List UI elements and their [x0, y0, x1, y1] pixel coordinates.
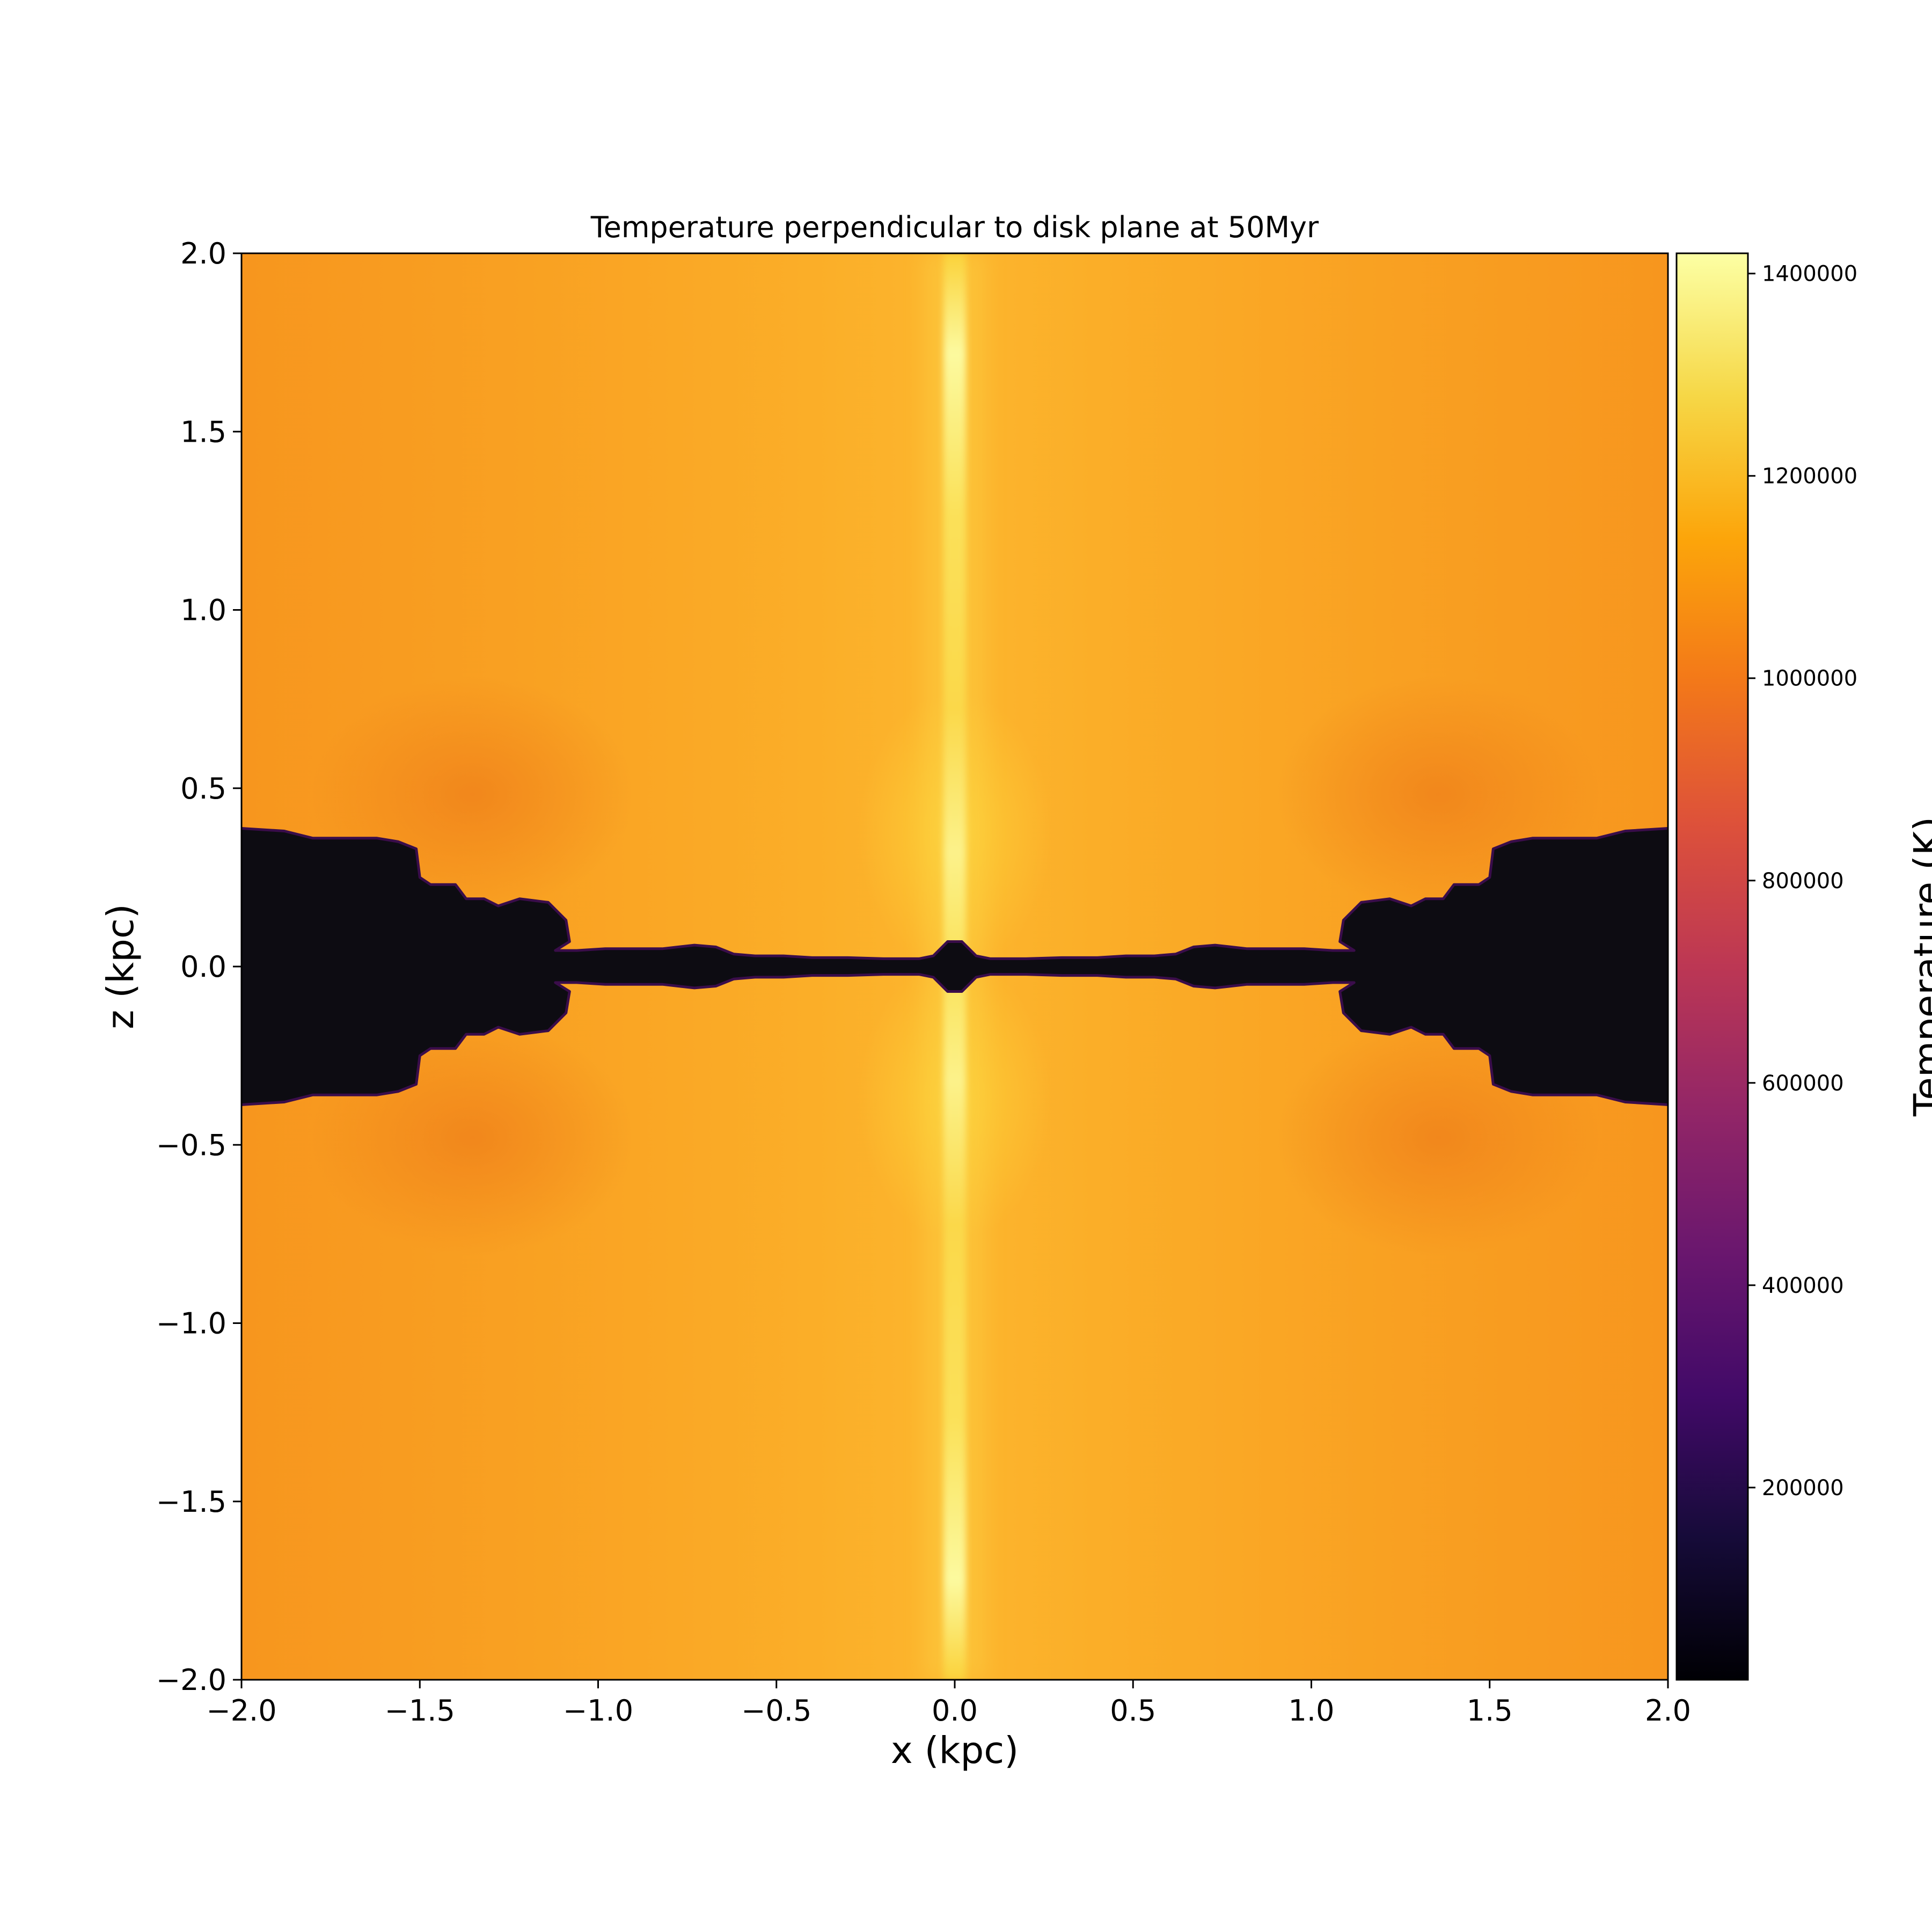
y-tick-label: 0.0	[180, 950, 226, 984]
y-tick-label: −2.0	[156, 1663, 226, 1697]
colorbar-label: Temperature (K)	[1906, 817, 1932, 1117]
x-axis: −2.0 −1.5 −1.0 −0.5 0.0 0.5 1.0 1.5 2.0	[206, 1680, 1691, 1728]
y-tick-label: 1.5	[180, 415, 226, 449]
y-tick-label: −0.5	[156, 1128, 226, 1162]
x-tick-label: 1.0	[1289, 1694, 1335, 1728]
colorbar-tick-label: 800000	[1762, 869, 1844, 894]
x-tick-label: −1.0	[563, 1694, 633, 1728]
colorbar-ticks: 200000 400000 600000 800000 1000000 1200000 14…	[1748, 262, 1857, 1501]
y-axis: 2.0 1.5 1.0 0.5 0.0 −0.5 −1.0 −1.5 −2.0	[156, 237, 241, 1697]
colorbar-tick-label: 600000	[1762, 1071, 1844, 1096]
colorbar-tick-label: 1200000	[1762, 464, 1857, 489]
y-tick-label: 0.5	[180, 772, 226, 806]
colorbar-tick-label: 200000	[1762, 1476, 1844, 1501]
x-tick-label: 0.5	[1110, 1694, 1156, 1728]
x-tick-label: −2.0	[206, 1694, 276, 1728]
y-tick-label: 2.0	[180, 237, 226, 270]
chart-title: Temperature perpendicular to disk plane …	[590, 210, 1319, 244]
x-tick-label: 1.5	[1467, 1694, 1513, 1728]
x-tick-label: 2.0	[1645, 1694, 1691, 1728]
cold-disk	[241, 826, 1668, 1107]
colorbar-tick-label: 1400000	[1762, 262, 1857, 287]
colorbar-tick-label: 400000	[1762, 1274, 1844, 1298]
x-axis-label: x (kpc)	[891, 1729, 1019, 1772]
temperature-heatmap	[241, 253, 1668, 1680]
x-tick-label: −1.5	[385, 1694, 455, 1728]
colorbar-gradient	[1675, 252, 1749, 1681]
colorbar: 200000 400000 600000 800000 1000000 1200000 14…	[1675, 252, 1932, 1681]
y-tick-label: 1.0	[180, 594, 226, 627]
x-tick-label: −0.5	[741, 1694, 811, 1728]
y-axis-label: z (kpc)	[99, 904, 142, 1029]
y-tick-label: −1.5	[156, 1485, 226, 1519]
colorbar-tick-label: 1000000	[1762, 667, 1857, 691]
x-tick-label: 0.0	[932, 1694, 978, 1728]
y-tick-label: −1.0	[156, 1307, 226, 1341]
